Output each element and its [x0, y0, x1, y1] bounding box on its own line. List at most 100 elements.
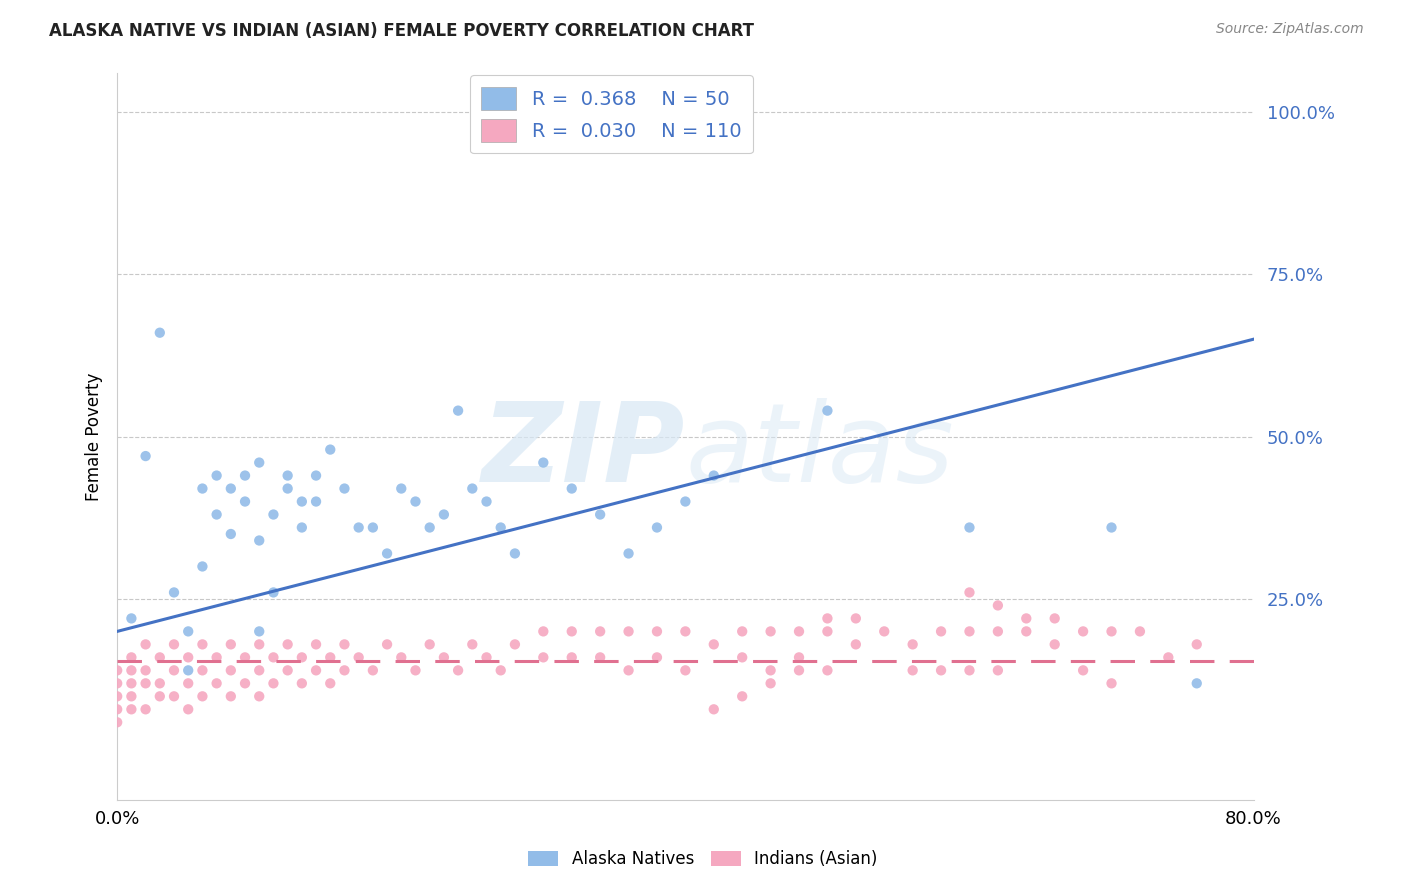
- Point: [1101, 520, 1123, 534]
- Point: [135, 664, 157, 678]
- Point: [191, 482, 214, 496]
- Point: [135, 676, 157, 690]
- Point: [759, 624, 782, 639]
- Point: [959, 520, 981, 534]
- Point: [120, 690, 142, 704]
- Point: [291, 494, 314, 508]
- Point: [589, 624, 612, 639]
- Point: [561, 482, 583, 496]
- Text: ALASKA NATIVE VS INDIAN (ASIAN) FEMALE POVERTY CORRELATION CHART: ALASKA NATIVE VS INDIAN (ASIAN) FEMALE P…: [49, 22, 754, 40]
- Point: [233, 468, 256, 483]
- Point: [163, 637, 186, 651]
- Point: [1043, 611, 1066, 625]
- Point: [1157, 650, 1180, 665]
- Point: [120, 650, 142, 665]
- Point: [247, 637, 270, 651]
- Point: [247, 690, 270, 704]
- Point: [419, 520, 441, 534]
- Point: [787, 624, 810, 639]
- Point: [305, 664, 328, 678]
- Point: [205, 676, 228, 690]
- Point: [1015, 624, 1038, 639]
- Point: [589, 508, 612, 522]
- Point: [375, 637, 398, 651]
- Point: [247, 533, 270, 548]
- Point: [163, 664, 186, 678]
- Point: [489, 520, 512, 534]
- Point: [959, 664, 981, 678]
- Point: [177, 650, 200, 665]
- Point: [389, 650, 412, 665]
- Point: [759, 664, 782, 678]
- Point: [333, 637, 356, 651]
- Point: [617, 546, 640, 560]
- Point: [375, 546, 398, 560]
- Point: [347, 650, 370, 665]
- Y-axis label: Female Poverty: Female Poverty: [86, 373, 103, 500]
- Point: [815, 624, 838, 639]
- Point: [447, 403, 470, 417]
- Point: [191, 690, 214, 704]
- Point: [531, 624, 554, 639]
- Point: [531, 456, 554, 470]
- Point: [233, 650, 256, 665]
- Point: [901, 637, 924, 651]
- Point: [277, 482, 299, 496]
- Point: [405, 494, 427, 508]
- Point: [787, 664, 810, 678]
- Point: [929, 664, 952, 678]
- Point: [135, 637, 157, 651]
- Point: [589, 650, 612, 665]
- Point: [759, 676, 782, 690]
- Point: [135, 702, 157, 716]
- Point: [815, 664, 838, 678]
- Point: [987, 624, 1010, 639]
- Point: [461, 637, 484, 651]
- Point: [120, 702, 142, 716]
- Point: [987, 599, 1010, 613]
- Point: [262, 508, 284, 522]
- Point: [389, 482, 412, 496]
- Point: [305, 494, 328, 508]
- Point: [489, 664, 512, 678]
- Point: [347, 520, 370, 534]
- Point: [219, 664, 242, 678]
- Point: [1043, 637, 1066, 651]
- Point: [1185, 637, 1208, 651]
- Point: [731, 650, 754, 665]
- Point: [433, 650, 456, 665]
- Point: [703, 468, 725, 483]
- Point: [105, 702, 128, 716]
- Point: [1185, 676, 1208, 690]
- Point: [447, 664, 470, 678]
- Point: [219, 690, 242, 704]
- Point: [262, 676, 284, 690]
- Point: [731, 624, 754, 639]
- Point: [135, 449, 157, 463]
- Point: [645, 520, 668, 534]
- Point: [645, 650, 668, 665]
- Point: [959, 585, 981, 599]
- Point: [405, 664, 427, 678]
- Point: [815, 403, 838, 417]
- Point: [219, 637, 242, 651]
- Point: [673, 494, 696, 508]
- Point: [191, 559, 214, 574]
- Point: [120, 676, 142, 690]
- Point: [319, 442, 342, 457]
- Point: [149, 326, 172, 340]
- Point: [673, 664, 696, 678]
- Point: [433, 508, 456, 522]
- Point: [561, 650, 583, 665]
- Point: [305, 637, 328, 651]
- Point: [120, 611, 142, 625]
- Text: atlas: atlas: [685, 398, 955, 505]
- Point: [177, 676, 200, 690]
- Point: [247, 664, 270, 678]
- Point: [219, 482, 242, 496]
- Point: [177, 624, 200, 639]
- Point: [333, 482, 356, 496]
- Point: [105, 715, 128, 730]
- Point: [305, 468, 328, 483]
- Point: [262, 650, 284, 665]
